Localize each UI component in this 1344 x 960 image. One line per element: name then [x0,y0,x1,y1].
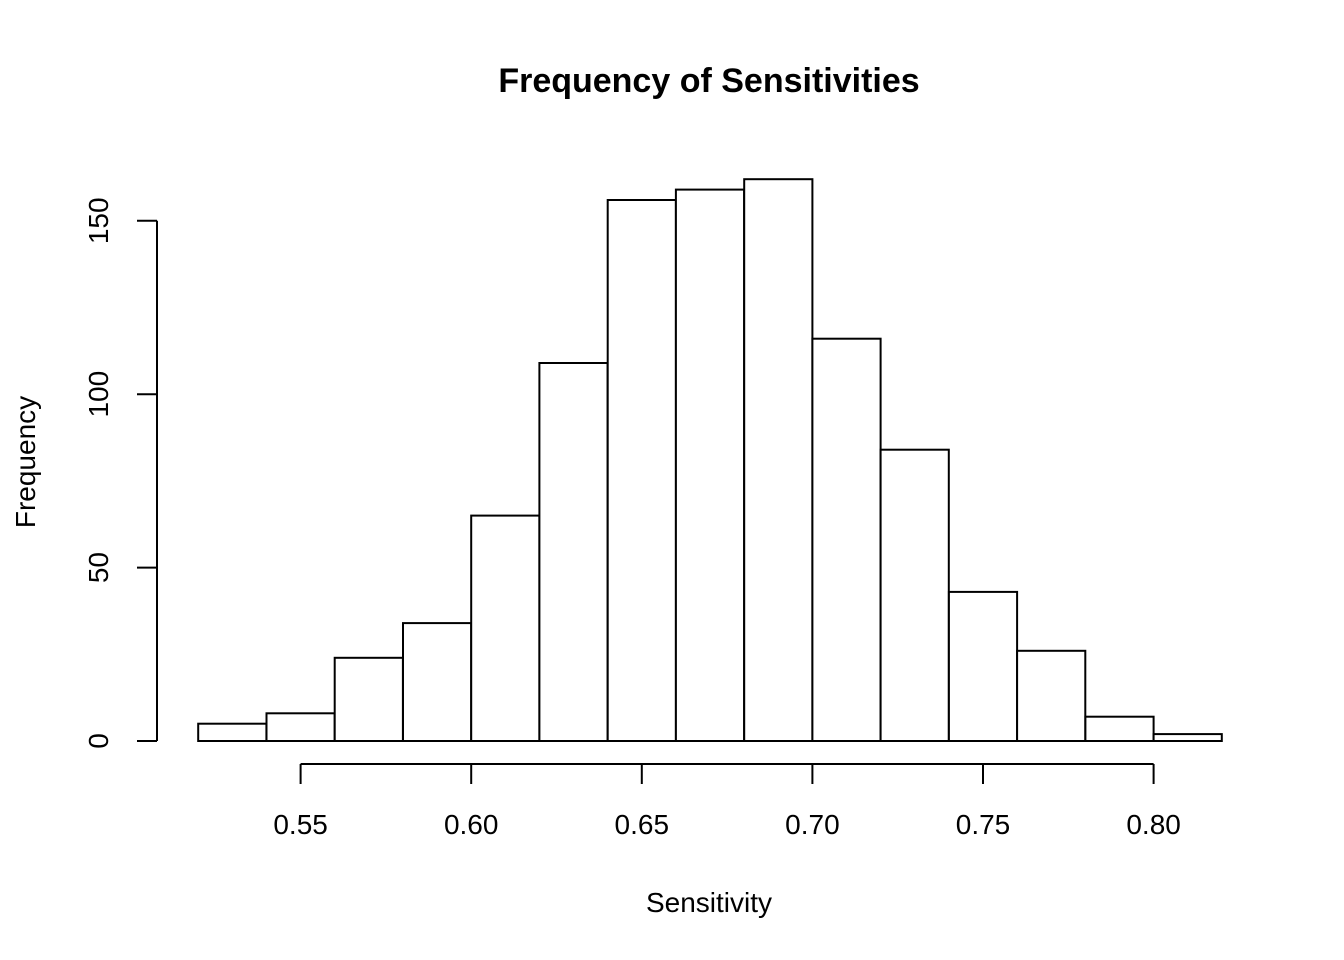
y-tick-label: 50 [83,552,114,583]
histogram-bar [1152,733,1223,742]
histogram-bar [743,178,814,742]
histogram-bar [333,656,404,742]
x-tick-label: 0.80 [1126,809,1181,840]
histogram-bar [197,722,268,743]
histogram-bar [1016,649,1087,742]
histogram-bar [674,188,746,743]
bars-group [197,178,1223,743]
x-tick-label: 0.60 [444,809,499,840]
y-tick-label: 0 [83,733,114,749]
histogram-bar [1084,715,1155,743]
histogram-bar [947,590,1019,743]
histogram-bar [538,362,609,742]
histogram-bar [606,199,677,742]
histogram-bar [811,337,882,742]
y-tick-label: 100 [83,371,114,418]
y-tick-label: 150 [83,197,114,244]
x-tick-label: 0.55 [273,809,328,840]
histogram-bar [265,712,336,742]
y-axis: 0 50 100 150 [83,197,158,749]
y-axis-label: Frequency [10,396,41,528]
histogram-bar [402,622,473,742]
x-axis: 0.55 0.60 0.65 0.70 0.75 0.80 [273,763,1181,840]
x-tick-label: 0.65 [615,809,670,840]
chart-title: Frequency of Sensitivities [498,62,919,100]
histogram-bar [879,448,950,742]
histogram-bar [470,514,541,742]
x-axis-label: Sensitivity [646,887,772,918]
x-tick-label: 0.75 [956,809,1011,840]
x-tick-label: 0.70 [785,809,840,840]
